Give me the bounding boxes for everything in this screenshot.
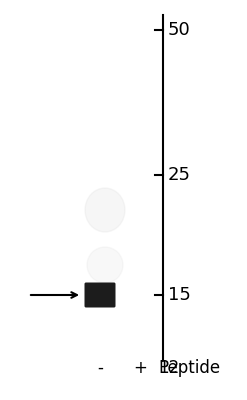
Ellipse shape bbox=[85, 188, 125, 232]
Text: +: + bbox=[133, 359, 147, 377]
FancyBboxPatch shape bbox=[84, 282, 116, 308]
Text: -: - bbox=[97, 359, 103, 377]
Ellipse shape bbox=[87, 247, 123, 283]
Text: 25: 25 bbox=[168, 166, 191, 184]
Text: Peptide: Peptide bbox=[158, 359, 220, 377]
Text: 15: 15 bbox=[168, 286, 191, 304]
Text: 12: 12 bbox=[158, 359, 179, 377]
Text: 50: 50 bbox=[168, 21, 191, 39]
